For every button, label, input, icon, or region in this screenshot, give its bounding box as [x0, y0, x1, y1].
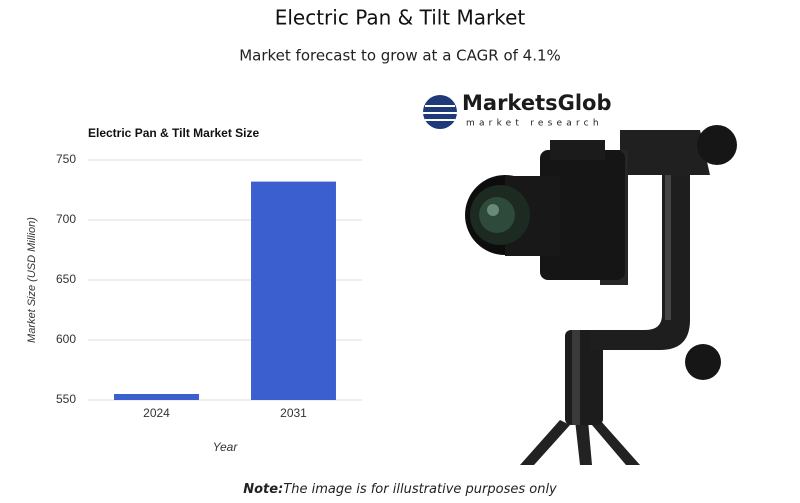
page-subtitle: Market forecast to grow at a CAGR of 4.1… [239, 47, 561, 65]
y-tick-label: 750 [56, 152, 76, 166]
x-axis-label: Year [213, 440, 239, 454]
logo: MarketsGlob market research [423, 91, 612, 129]
logo-tagline: market research [466, 119, 603, 129]
y-tick-label: 650 [56, 272, 76, 286]
note: Note:The image is for illustrative purpo… [243, 482, 557, 497]
y-tick-label: 550 [56, 392, 76, 406]
bar [251, 181, 336, 400]
note-text: The image is for illustrative purposes o… [283, 482, 557, 497]
camera-illustration [465, 125, 737, 465]
page-title: Electric Pan & Tilt Market [275, 6, 526, 30]
note-label: Note: [243, 482, 283, 497]
x-tick-label: 2024 [143, 406, 170, 420]
logo-name: MarketsGlob [462, 91, 612, 115]
y-tick-label: 600 [56, 332, 76, 346]
x-tick-label: 2031 [280, 406, 307, 420]
y-tick-label: 700 [56, 212, 76, 226]
chart-title: Electric Pan & Tilt Market Size [88, 126, 260, 140]
bar [114, 394, 199, 400]
y-axis-label: Market Size (USD Million) [26, 217, 38, 343]
